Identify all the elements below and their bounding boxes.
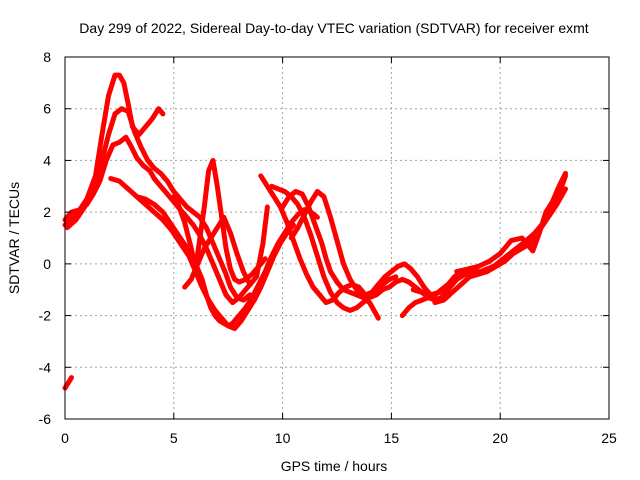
x-axis-label: GPS time / hours (281, 458, 388, 474)
chart-title: Day 299 of 2022, Sidereal Day-to-day VTE… (79, 20, 588, 36)
series-arc-g (182, 204, 270, 290)
y-tick-label: -6 (39, 411, 52, 427)
y-tick-label: -4 (39, 359, 52, 375)
y-axis-label: SDTVAR / TECUs (6, 182, 22, 294)
y-tick-label: 4 (43, 152, 51, 168)
y-tick-label: 6 (43, 101, 51, 117)
x-tick-label: 10 (275, 430, 291, 446)
y-tick-label: 2 (43, 204, 51, 220)
plot-frame (64, 56, 610, 420)
x-tick-label: 20 (492, 430, 508, 446)
series-arc-b (62, 134, 253, 306)
series-arc-o (454, 170, 568, 275)
y-tick-label: -2 (39, 308, 52, 324)
x-tick-label: 5 (170, 430, 178, 446)
x-tick-label: 15 (384, 430, 400, 446)
x-tick-label: 0 (61, 430, 69, 446)
x-tick-label: 25 (601, 430, 617, 446)
axis-ticks: 0 5 10 15 20 25 -6 -4 -2 0 2 4 6 8 (39, 49, 617, 446)
series-arc-h (258, 173, 440, 306)
series-arc-c (64, 106, 253, 303)
series-arc-early (62, 375, 74, 391)
y-tick-label: 0 (43, 256, 51, 272)
series-arc-m (410, 173, 568, 298)
data-series (62, 72, 568, 391)
series-arc-j (280, 189, 381, 321)
series-arc-k (288, 189, 399, 298)
y-tick-label: 8 (43, 49, 51, 65)
